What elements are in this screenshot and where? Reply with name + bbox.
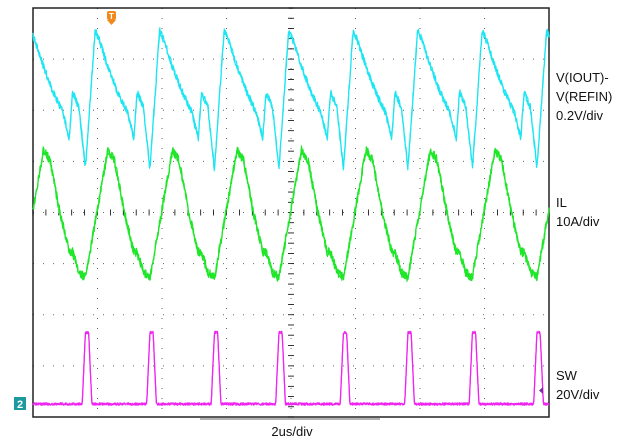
ground-level-marker: 2	[14, 397, 26, 411]
ch2-label: IL 10A/div	[556, 193, 599, 231]
trigger-marker-text: T	[109, 12, 114, 21]
ch1-label: V(IOUT)- V(REFIN) 0.2V/div	[556, 68, 612, 125]
graticule	[32, 7, 550, 418]
ch2-label-line-1: IL	[556, 195, 567, 210]
waveform-trace-overlay	[32, 27, 550, 172]
ch3-waveform	[32, 330, 550, 406]
waveform-trace-overlay	[32, 146, 550, 282]
ground-marker-text: 2	[17, 399, 23, 411]
trigger-position-marker: T	[107, 11, 116, 25]
waveform-trace-overlay	[33, 330, 550, 406]
ch2-waveform	[32, 145, 550, 282]
trigger-level-marker	[539, 387, 543, 394]
ch3-label-line-1: SW	[556, 368, 577, 383]
x-axis-scale: 2us/div	[271, 424, 313, 439]
ch3-scale: 20V/div	[556, 387, 600, 402]
ch1-waveform	[32, 27, 550, 172]
ch1-scale: 0.2V/div	[556, 108, 603, 123]
ch1-label-line-2: V(REFIN)	[556, 89, 613, 104]
ch3-label: SW 20V/div	[556, 366, 599, 404]
ch1-label-line-1: V(IOUT)-	[556, 70, 609, 85]
ch2-scale: 10A/div	[556, 214, 600, 229]
